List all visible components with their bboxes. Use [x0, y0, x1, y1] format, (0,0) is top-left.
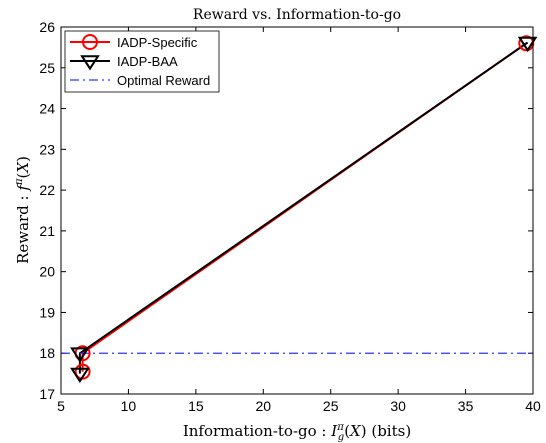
series-line-1	[78, 41, 529, 374]
x-tick-label: 5	[57, 398, 65, 414]
y-tick-label: 24	[39, 101, 55, 117]
y-tick-label: 25	[39, 60, 55, 76]
y-tick-label: 22	[39, 182, 55, 198]
y-tick-label: 19	[39, 304, 55, 320]
x-tick-label: 40	[525, 398, 541, 414]
x-tick-label: 10	[121, 398, 137, 414]
y-tick-label: 17	[39, 386, 55, 402]
y-tick-label: 20	[39, 264, 55, 280]
series-point-1	[517, 36, 538, 52]
y-tick-label: 23	[39, 141, 55, 157]
y-tick-label: 21	[39, 223, 55, 239]
x-tick-label: 25	[323, 398, 339, 414]
y-tick-label: 26	[39, 19, 55, 35]
series-point-1	[70, 347, 90, 363]
x-axis-label: Information-to-go : Iπ g(X) (bits)	[183, 422, 411, 443]
legend-label: IADP-BAA	[117, 54, 178, 69]
legend-label: Optimal Reward	[117, 73, 210, 88]
y-axis-label: Reward : fπ(X)	[14, 156, 32, 264]
series-point-1	[70, 367, 90, 384]
y-tick-label: 18	[39, 345, 55, 361]
legend-marker	[82, 34, 98, 50]
x-tick-label: 15	[188, 398, 204, 414]
chart-title: Reward vs. Information-to-go	[193, 7, 401, 23]
legend: IADP-Specific IADP-BAA Optimal Reward	[64, 30, 220, 93]
axis-ticks: 5 10 15 20 25 30 35 40 17 18 19 20 21 22 23 24 25 26	[39, 19, 541, 414]
legend-marker	[80, 55, 100, 71]
x-tick-label: 30	[390, 398, 406, 414]
plot-markers	[70, 35, 538, 384]
series-line-0	[81, 42, 527, 372]
plot-area-frame	[60, 26, 534, 395]
legend-label: IADP-Specific	[117, 35, 198, 50]
x-tick-label: 35	[458, 398, 474, 414]
x-tick-label: 20	[255, 398, 271, 414]
